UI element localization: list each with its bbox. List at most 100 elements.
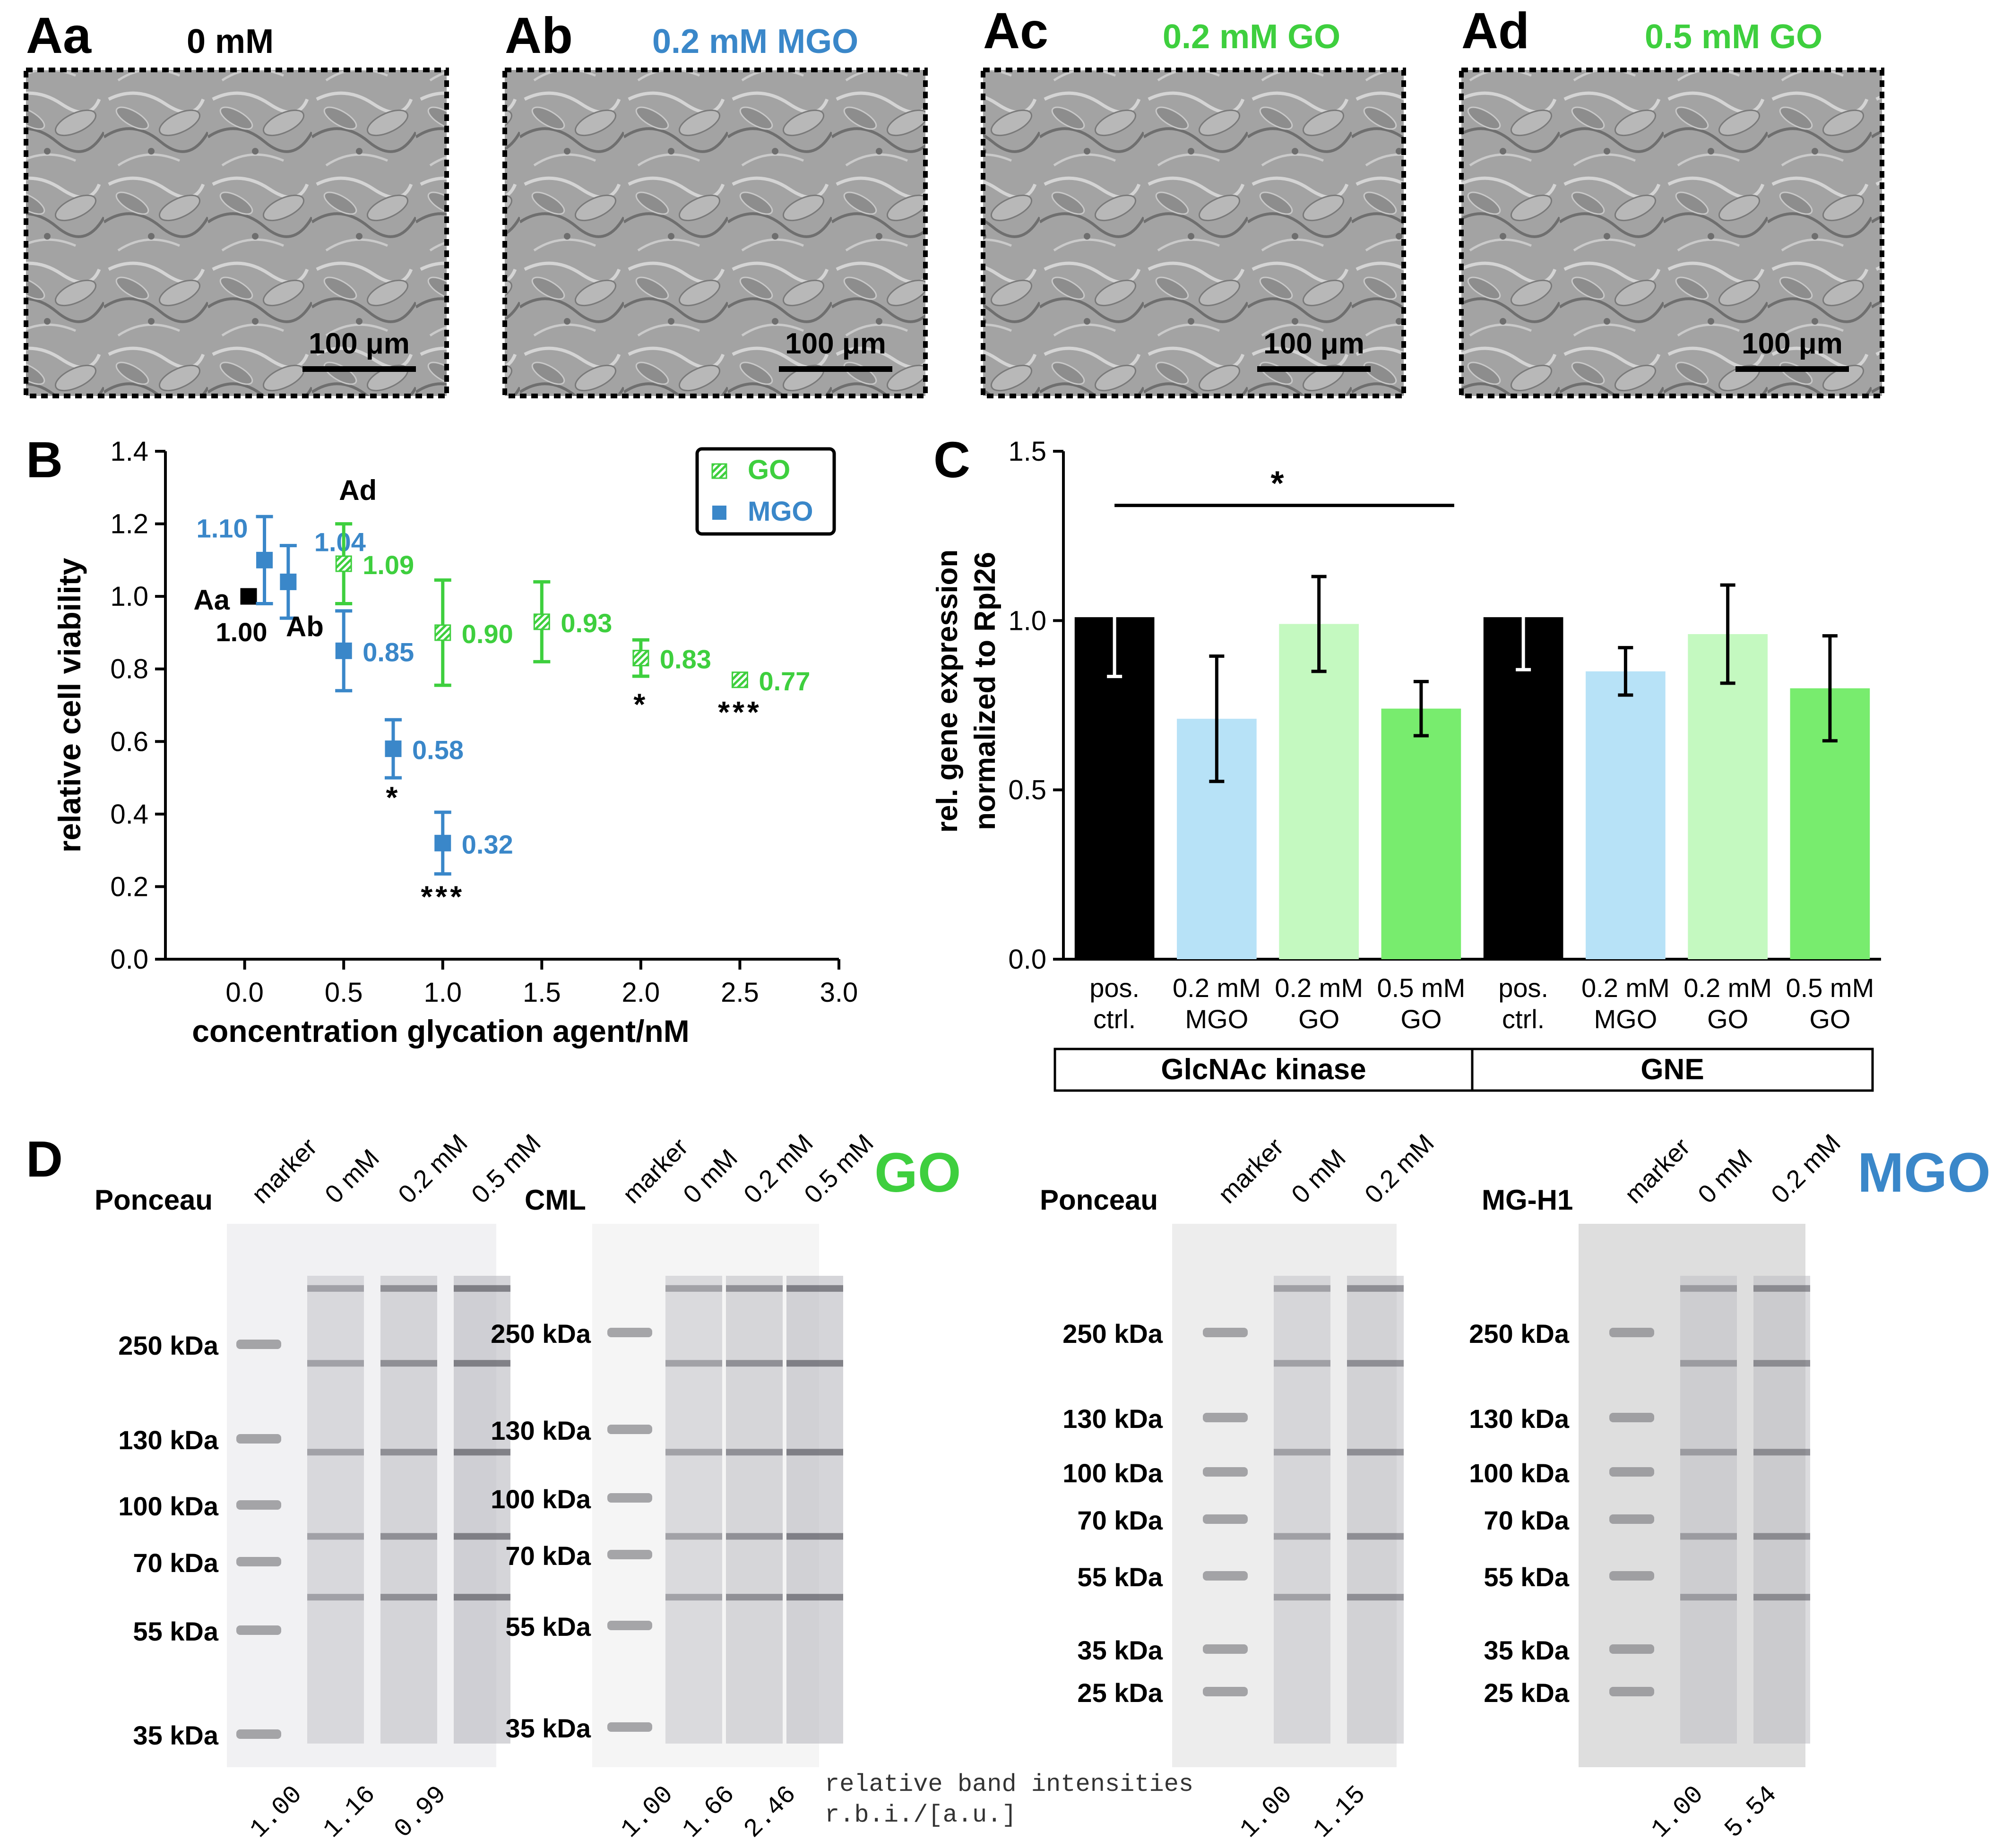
ladder-band [607,1328,652,1337]
panel-c: C 0.0 0.5 1.0 1.5 rel. gene expression normal… [931,431,1881,1092]
category-label-line2: MGO [1185,1004,1248,1034]
bar [1381,708,1461,959]
protein-band [1680,1360,1737,1367]
protein-band [454,1449,510,1456]
data-point-go [533,613,550,630]
group-label: GlcNAc kinase [1161,1053,1366,1086]
y-tick-label: 1.5 [1008,436,1046,467]
protein-band [1274,1594,1330,1601]
ladder-band [1203,1328,1248,1337]
rbi-caption-line2: r.b.i./[a.u.] [825,1801,1017,1829]
category-label-line2: GO [1298,1004,1339,1034]
relative-band-intensity: 1.66 [677,1780,741,1844]
category-label-line1: 0.2 mM [1173,973,1261,1003]
protein-band [1753,1449,1810,1456]
legend-mgo-label: MGO [748,496,813,527]
protein-band [726,1594,783,1601]
lane-label: 0.2 mM [393,1129,473,1209]
data-label: 0.32 [462,829,513,859]
marker-label: 130 kDa [118,1425,219,1455]
marker-label: 70 kDa [505,1541,591,1571]
y-tick-label: 0.4 [110,799,148,830]
micrograph-ad [1459,68,1884,398]
gene-expression-chart: 0.0 0.5 1.0 1.5 rel. gene expression normaliz… [931,436,1881,1092]
marker-label: 55 kDa [1484,1562,1569,1592]
data-label: 0.77 [759,666,810,696]
viability-chart: 0.0 0.2 0.4 0.6 0.8 1.0 1.2 1.4 0.0 0.5 1.0 1.5 2.0 2… [52,436,858,1049]
protein-band [665,1449,722,1456]
data-point-mgo [385,740,402,757]
category-label-line2: ctrl. [1502,1004,1545,1034]
category-label-line1: pos. [1089,973,1140,1003]
panel-label-ac: Ac [983,2,1048,59]
scale-bar-label-ad: 100 μm [1742,327,1843,360]
marker-label: 100 kDa [491,1484,591,1514]
protein-band [380,1533,437,1540]
bar [1279,624,1359,959]
protein-band [726,1449,783,1456]
data-point-mgo [280,573,297,590]
sample-lane [665,1276,722,1744]
protein-band [454,1533,510,1540]
sample-lane [786,1276,843,1744]
image-title-aa: 0 mM [187,23,274,60]
y-tick-label: 0.8 [110,654,148,685]
ladder-band [1203,1467,1248,1477]
mgo-blot-title: MGO [1857,1142,1991,1204]
relative-band-intensity: 1.00 [1646,1780,1710,1844]
panel-label-aa: Aa [26,7,92,64]
marker-label: 250 kDa [1062,1319,1163,1349]
relative-band-intensity: 5.54 [1719,1780,1783,1844]
blot-title: Ponceau [1040,1184,1158,1216]
protein-band [665,1360,722,1367]
protein-band [380,1449,437,1456]
image-ac: Ac 0.2 mM GO 100 μm [981,2,1406,398]
category-label-line1: 0.2 mM [1275,973,1363,1003]
protein-band [665,1533,722,1540]
sample-lane [1680,1276,1737,1744]
y-axis-title-line1: rel. gene expression [931,550,964,833]
protein-band [307,1533,364,1540]
marker-label: 70 kDa [1077,1505,1163,1535]
rbi-caption-line1: relative band intensities [825,1771,1193,1798]
ladder-band [1203,1413,1248,1422]
data-point-mgo [434,834,451,851]
panel-label-ab: Ab [505,7,573,64]
panel-a: Aa 0 mM 100 μm Ab 0.2 mM MGO 100 μm Ac 0… [24,2,1884,398]
ladder-band [236,1557,281,1566]
relative-band-intensity: 1.00 [1235,1780,1299,1844]
protein-band [454,1360,510,1367]
x-tick-label: 1.0 [423,977,462,1008]
lane-label: marker [1213,1133,1289,1209]
ladder-band [607,1621,652,1630]
sample-lane [1274,1276,1330,1744]
lane-label: 0.2 mM [1359,1129,1440,1209]
lane-label: 0 mM [1286,1144,1351,1209]
blot-title: Ponceau [95,1184,213,1216]
data-point-go [434,624,451,641]
protein-band [1347,1533,1404,1540]
panel-label-d: D [26,1130,63,1187]
ladder-band [1609,1413,1654,1422]
image-title-ad: 0.5 mM GO [1645,18,1822,56]
y-tick-label: 0.0 [1008,944,1046,975]
group-box [1471,1048,1874,1092]
panel-label-ad: Ad [1461,2,1529,59]
blot-title: CML [525,1184,586,1216]
x-tick-label: 1.5 [523,977,561,1008]
protein-band [1274,1533,1330,1540]
go-blot-title: GO [874,1142,961,1204]
data-label: 0.83 [660,645,711,674]
protein-band [454,1285,510,1292]
ladder-band [607,1722,652,1732]
marker-label: 130 kDa [1469,1404,1570,1434]
protein-band [1753,1285,1810,1292]
image-reference-label: Aa [193,584,230,616]
protein-band [1753,1533,1810,1540]
y-tick-label: 1.2 [110,509,148,540]
lane-label: 0 mM [319,1144,385,1209]
bar [1688,634,1768,959]
ladder-band [236,1500,281,1510]
protein-band [307,1594,364,1601]
